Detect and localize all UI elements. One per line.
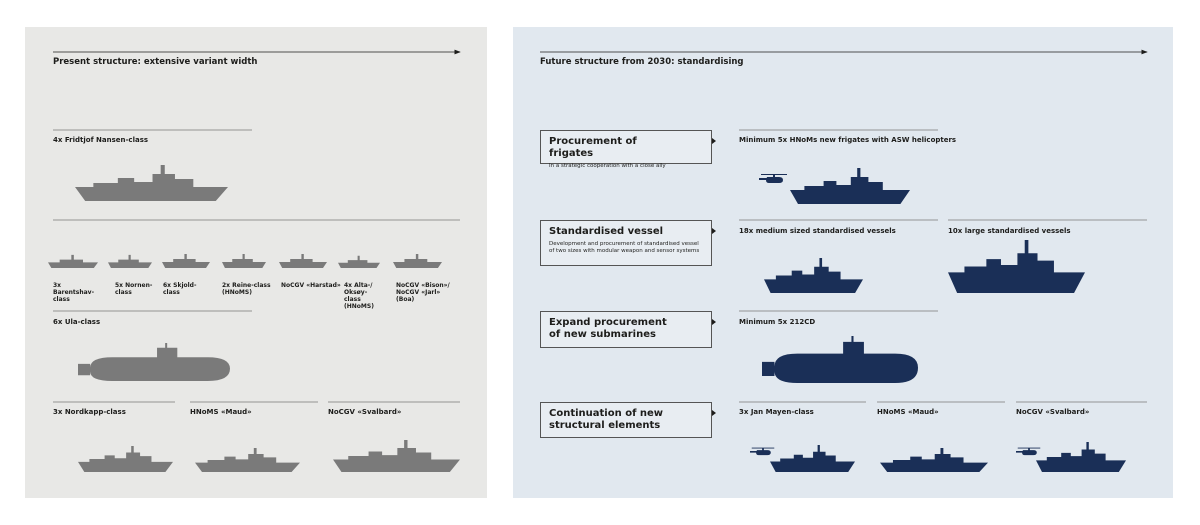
- ship-label: 6x Ula-class: [53, 318, 101, 326]
- ship-label: NoCGV «Bison»/ NoCGV «Jarl» (Boa): [396, 282, 450, 303]
- ship-label: 4x Alta-/ Oksøy-class (HNoMS): [344, 282, 374, 310]
- box: Continuation of new structural elements: [540, 402, 712, 438]
- future-title: Future structure from 2030: standardisin…: [540, 57, 744, 67]
- ship-label: NoCGV «Harstad»: [281, 282, 341, 289]
- ship-label: 6x Skjold-class: [163, 282, 197, 296]
- box: Procurement of frigates In a strategic c…: [540, 130, 712, 169]
- box-text: In a strategic cooperation with a close …: [549, 163, 666, 169]
- box-title: Continuation of new structural elements: [549, 408, 664, 431]
- box-title: Procurement of frigates: [549, 136, 637, 159]
- box-title: Standardised vessel: [549, 226, 664, 237]
- present-title: Present structure: extensive variant wid…: [53, 57, 258, 67]
- box: Standardised vessel Development and proc…: [540, 220, 712, 266]
- ship-label: 3x Nordkapp-class: [53, 408, 126, 416]
- ship-label: NoCGV «Svalbard»: [1016, 408, 1090, 416]
- ship-label: 3x Barentshav-class: [53, 282, 95, 303]
- ship-label: 18x medium sized standardised vessels: [739, 227, 896, 235]
- box-title: Expand procurement of new submarines: [549, 317, 667, 340]
- ship-label: HNoMS «Maud»: [877, 408, 939, 416]
- ship-label: 4x Fridtjof Nansen-class: [53, 136, 149, 144]
- ship-label: 5x Nornen-class: [115, 282, 153, 296]
- box-pointers: [712, 138, 716, 416]
- separators: [53, 129, 1147, 403]
- ship-label: 2x Reine-class (HNoMS): [222, 282, 271, 296]
- box: Expand procurement of new submarines: [540, 311, 712, 348]
- ship-label: Minimum 5x HNoMs new frigates with ASW h…: [739, 136, 957, 144]
- ship-label: 3x Jan Mayen-class: [739, 408, 814, 416]
- ship-label: HNoMS «Maud»: [190, 408, 252, 416]
- ship-label: Minimum 5x 212CD: [739, 318, 816, 326]
- ship-label: NoCGV «Svalbard»: [328, 408, 402, 416]
- box-text: Development and procurement of standardi…: [549, 241, 700, 254]
- ship-label: 10x large standardised vessels: [948, 227, 1071, 235]
